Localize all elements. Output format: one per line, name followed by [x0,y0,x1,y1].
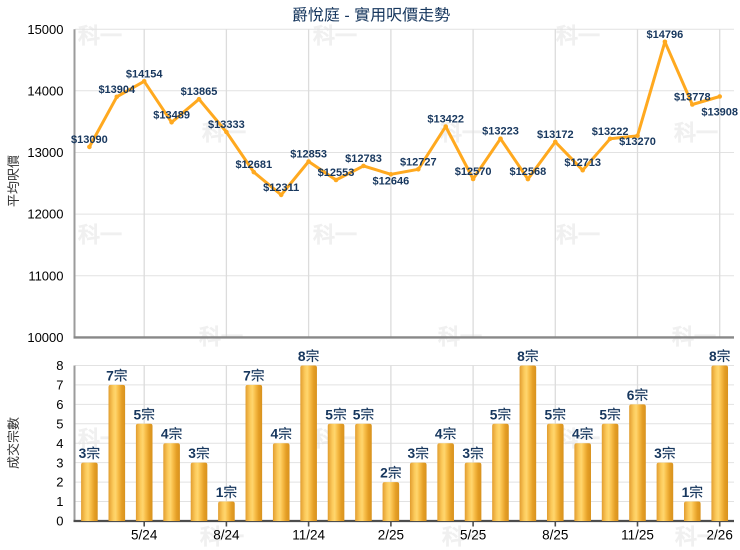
svg-text:-: - [344,7,349,24]
svg-text:7: 7 [106,368,114,383]
svg-text:4: 4 [161,427,169,442]
svg-text:$12783: $12783 [345,153,382,165]
svg-text:8: 8 [517,349,525,364]
svg-text:8/25: 8/25 [542,528,568,543]
svg-text:$12553: $12553 [318,167,355,179]
svg-text:$12570: $12570 [455,166,492,178]
svg-text:$12853: $12853 [290,149,327,161]
svg-text:$13778: $13778 [674,92,711,104]
svg-text:2: 2 [380,466,388,481]
svg-text:3: 3 [462,446,470,461]
svg-text:6: 6 [56,397,63,412]
svg-text:2/26: 2/26 [707,528,733,543]
svg-text:12000: 12000 [27,207,63,222]
svg-text:7: 7 [56,378,63,393]
svg-text:3: 3 [56,455,63,470]
svg-text:5: 5 [325,407,333,422]
svg-text:1: 1 [216,485,224,500]
svg-text:8: 8 [298,349,306,364]
svg-text:11/25: 11/25 [621,528,654,543]
svg-text:4: 4 [56,436,63,451]
svg-text:$13222: $13222 [592,126,629,138]
svg-text:5: 5 [490,407,498,422]
svg-text:5/25: 5/25 [460,528,486,543]
svg-text:$13172: $13172 [537,129,574,141]
svg-text:3: 3 [79,446,87,461]
svg-text:$13865: $13865 [181,86,218,98]
svg-text:13000: 13000 [27,145,63,160]
svg-text:5: 5 [56,416,63,431]
svg-text:5/24: 5/24 [131,528,158,543]
svg-text:4: 4 [435,427,443,442]
svg-text:5: 5 [599,407,607,422]
svg-text:$13223: $13223 [482,126,519,138]
svg-text:4: 4 [271,427,279,442]
svg-text:$12646: $12646 [373,175,410,187]
svg-text:$12727: $12727 [400,156,437,168]
svg-text:15000: 15000 [27,22,63,37]
svg-text:11/24: 11/24 [292,528,325,543]
svg-text:7: 7 [243,368,251,383]
svg-text:3: 3 [654,446,662,461]
svg-text:$12311: $12311 [263,182,299,194]
svg-text:$13422: $13422 [427,114,464,126]
svg-text:3: 3 [188,446,196,461]
svg-text:$12568: $12568 [510,166,547,178]
svg-text:1: 1 [56,494,63,509]
svg-text:8/24: 8/24 [213,528,240,543]
svg-text:1: 1 [682,485,690,500]
svg-text:$13333: $13333 [208,119,245,131]
svg-text:5: 5 [133,407,141,422]
svg-text:4: 4 [572,427,580,442]
svg-text:$12681: $12681 [235,159,272,171]
svg-text:$13090: $13090 [71,134,108,146]
svg-text:14000: 14000 [27,83,63,98]
svg-text:5: 5 [545,407,553,422]
svg-text:$13489: $13489 [153,109,190,121]
svg-text:5: 5 [353,407,361,422]
svg-text:$12713: $12713 [564,157,601,169]
svg-text:0: 0 [56,514,63,529]
svg-text:8: 8 [56,358,63,373]
svg-text:2: 2 [56,475,63,490]
svg-text:$13908: $13908 [701,107,738,119]
svg-text:6: 6 [627,388,635,403]
svg-text:$14154: $14154 [126,68,164,80]
svg-text:$13904: $13904 [98,84,136,96]
svg-text:10000: 10000 [27,330,63,345]
svg-text:11000: 11000 [28,268,63,283]
svg-text:2/25: 2/25 [378,528,404,543]
svg-text:8: 8 [709,349,717,364]
svg-text:$14796: $14796 [647,29,684,41]
svg-text:3: 3 [408,446,416,461]
svg-text:$13270: $13270 [619,136,656,148]
